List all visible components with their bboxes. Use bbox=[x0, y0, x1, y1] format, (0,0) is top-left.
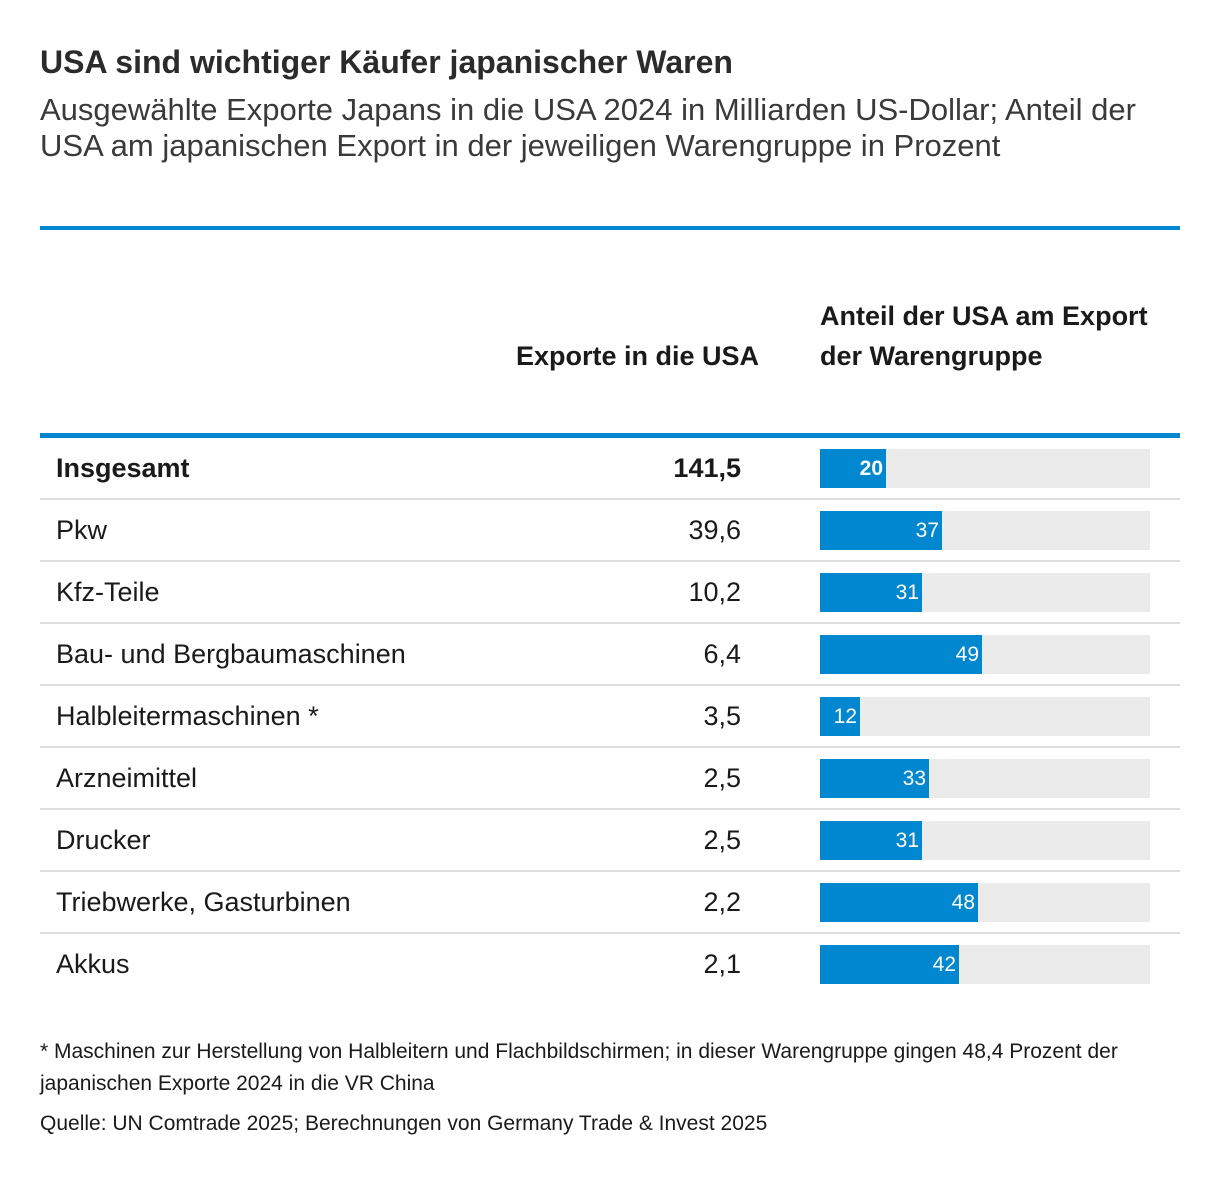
table-row: Kfz-Teile 10,2 31 bbox=[40, 562, 1180, 624]
row-exports-value: 141,5 bbox=[673, 453, 741, 483]
source-note: Quelle: UN Comtrade 2025; Berechnungen v… bbox=[40, 1112, 768, 1135]
row-exports-value: 2,5 bbox=[703, 763, 741, 793]
row-category-label: Akkus bbox=[56, 949, 130, 979]
table-body: Insgesamt 141,5 20 Pkw 39,6 37 Kfz-Teile 10,2 31… bbox=[40, 438, 1180, 996]
row-category-label: Bau- und Bergbaumaschinen bbox=[56, 639, 406, 669]
share-bar-label: 20 bbox=[859, 457, 883, 480]
share-bar-label: 48 bbox=[951, 891, 975, 914]
share-bar: 33 bbox=[820, 759, 929, 798]
share-bar-label: 31 bbox=[895, 829, 919, 852]
row-category-label: Halbleitermaschinen * bbox=[56, 701, 319, 731]
share-bar-track: 37 bbox=[820, 511, 1150, 550]
row-category-label: Pkw bbox=[56, 515, 108, 545]
table-row: Halbleitermaschinen * 3,5 12 bbox=[40, 686, 1180, 748]
share-bar: 12 bbox=[820, 697, 860, 736]
share-bar-label: 49 bbox=[955, 643, 979, 666]
row-category-label: Arzneimittel bbox=[56, 763, 198, 793]
row-category-label: Kfz-Teile bbox=[56, 577, 160, 607]
share-bar-track: 49 bbox=[820, 635, 1150, 674]
column-header-exports: Exporte in die USA bbox=[515, 341, 759, 371]
share-bar-track: 33 bbox=[820, 759, 1150, 798]
title-divider bbox=[40, 226, 1180, 230]
share-bar-label: 42 bbox=[932, 953, 956, 976]
table-row: Drucker 2,5 31 bbox=[40, 810, 1180, 872]
footnote: * Maschinen zur Herstellung von Halbleit… bbox=[40, 1040, 1118, 1095]
share-bar: 49 bbox=[820, 635, 982, 674]
table-row: Insgesamt 141,5 20 bbox=[40, 438, 1180, 500]
share-bar: 20 bbox=[820, 449, 886, 488]
header-divider bbox=[40, 433, 1180, 438]
row-exports-value: 39,6 bbox=[688, 515, 741, 545]
row-exports-value: 2,2 bbox=[703, 887, 741, 917]
share-bar: 37 bbox=[820, 511, 942, 550]
chart-title: USA sind wichtiger Käufer japanischer Wa… bbox=[40, 44, 733, 80]
row-exports-value: 10,2 bbox=[688, 577, 741, 607]
row-exports-value: 6,4 bbox=[703, 639, 741, 669]
column-header-share: Anteil der USA am Export der Warengruppe bbox=[820, 301, 1148, 371]
table-row: Bau- und Bergbaumaschinen 6,4 49 bbox=[40, 624, 1180, 686]
share-bar-track: 20 bbox=[820, 449, 1150, 488]
share-bar-label: 33 bbox=[902, 767, 926, 790]
row-category-label: Insgesamt bbox=[56, 453, 190, 483]
row-category-label: Drucker bbox=[56, 825, 151, 855]
share-bar-label: 31 bbox=[895, 581, 919, 604]
share-bar: 42 bbox=[820, 945, 959, 984]
share-bar-track: 42 bbox=[820, 945, 1150, 984]
share-bar-label: 37 bbox=[915, 519, 939, 542]
share-bar-track: 31 bbox=[820, 573, 1150, 612]
share-bar: 48 bbox=[820, 883, 978, 922]
table-row: Akkus 2,1 42 bbox=[40, 934, 1180, 996]
table-row: Triebwerke, Gasturbinen 2,2 48 bbox=[40, 872, 1180, 934]
share-bar-label: 12 bbox=[833, 705, 857, 728]
row-category-label: Triebwerke, Gasturbinen bbox=[56, 887, 351, 917]
table-row: Arzneimittel 2,5 33 bbox=[40, 748, 1180, 810]
table-row: Pkw 39,6 37 bbox=[40, 500, 1180, 562]
row-exports-value: 3,5 bbox=[703, 701, 741, 731]
row-exports-value: 2,5 bbox=[703, 825, 741, 855]
share-bar: 31 bbox=[820, 573, 922, 612]
share-bar-track: 12 bbox=[820, 697, 1150, 736]
row-exports-value: 2,1 bbox=[703, 949, 741, 979]
share-bar-track: 31 bbox=[820, 821, 1150, 860]
share-bar-track: 48 bbox=[820, 883, 1150, 922]
chart-subtitle: Ausgewählte Exporte Japans in die USA 20… bbox=[40, 92, 1136, 163]
share-bar: 31 bbox=[820, 821, 922, 860]
